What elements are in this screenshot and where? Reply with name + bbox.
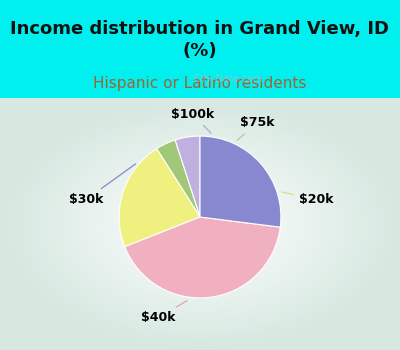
Text: $75k: $75k <box>237 116 274 140</box>
Wedge shape <box>175 136 200 217</box>
Text: $30k: $30k <box>69 164 136 206</box>
Text: City-Data.com: City-Data.com <box>194 74 263 84</box>
Text: $20k: $20k <box>282 192 334 206</box>
Text: $100k: $100k <box>171 107 214 133</box>
Wedge shape <box>200 136 281 227</box>
Wedge shape <box>157 140 200 217</box>
Text: Hispanic or Latino residents: Hispanic or Latino residents <box>93 76 307 91</box>
Wedge shape <box>119 149 200 247</box>
Text: Income distribution in Grand View, ID
(%): Income distribution in Grand View, ID (%… <box>10 20 390 60</box>
Wedge shape <box>125 217 280 298</box>
Text: $40k: $40k <box>141 301 187 324</box>
